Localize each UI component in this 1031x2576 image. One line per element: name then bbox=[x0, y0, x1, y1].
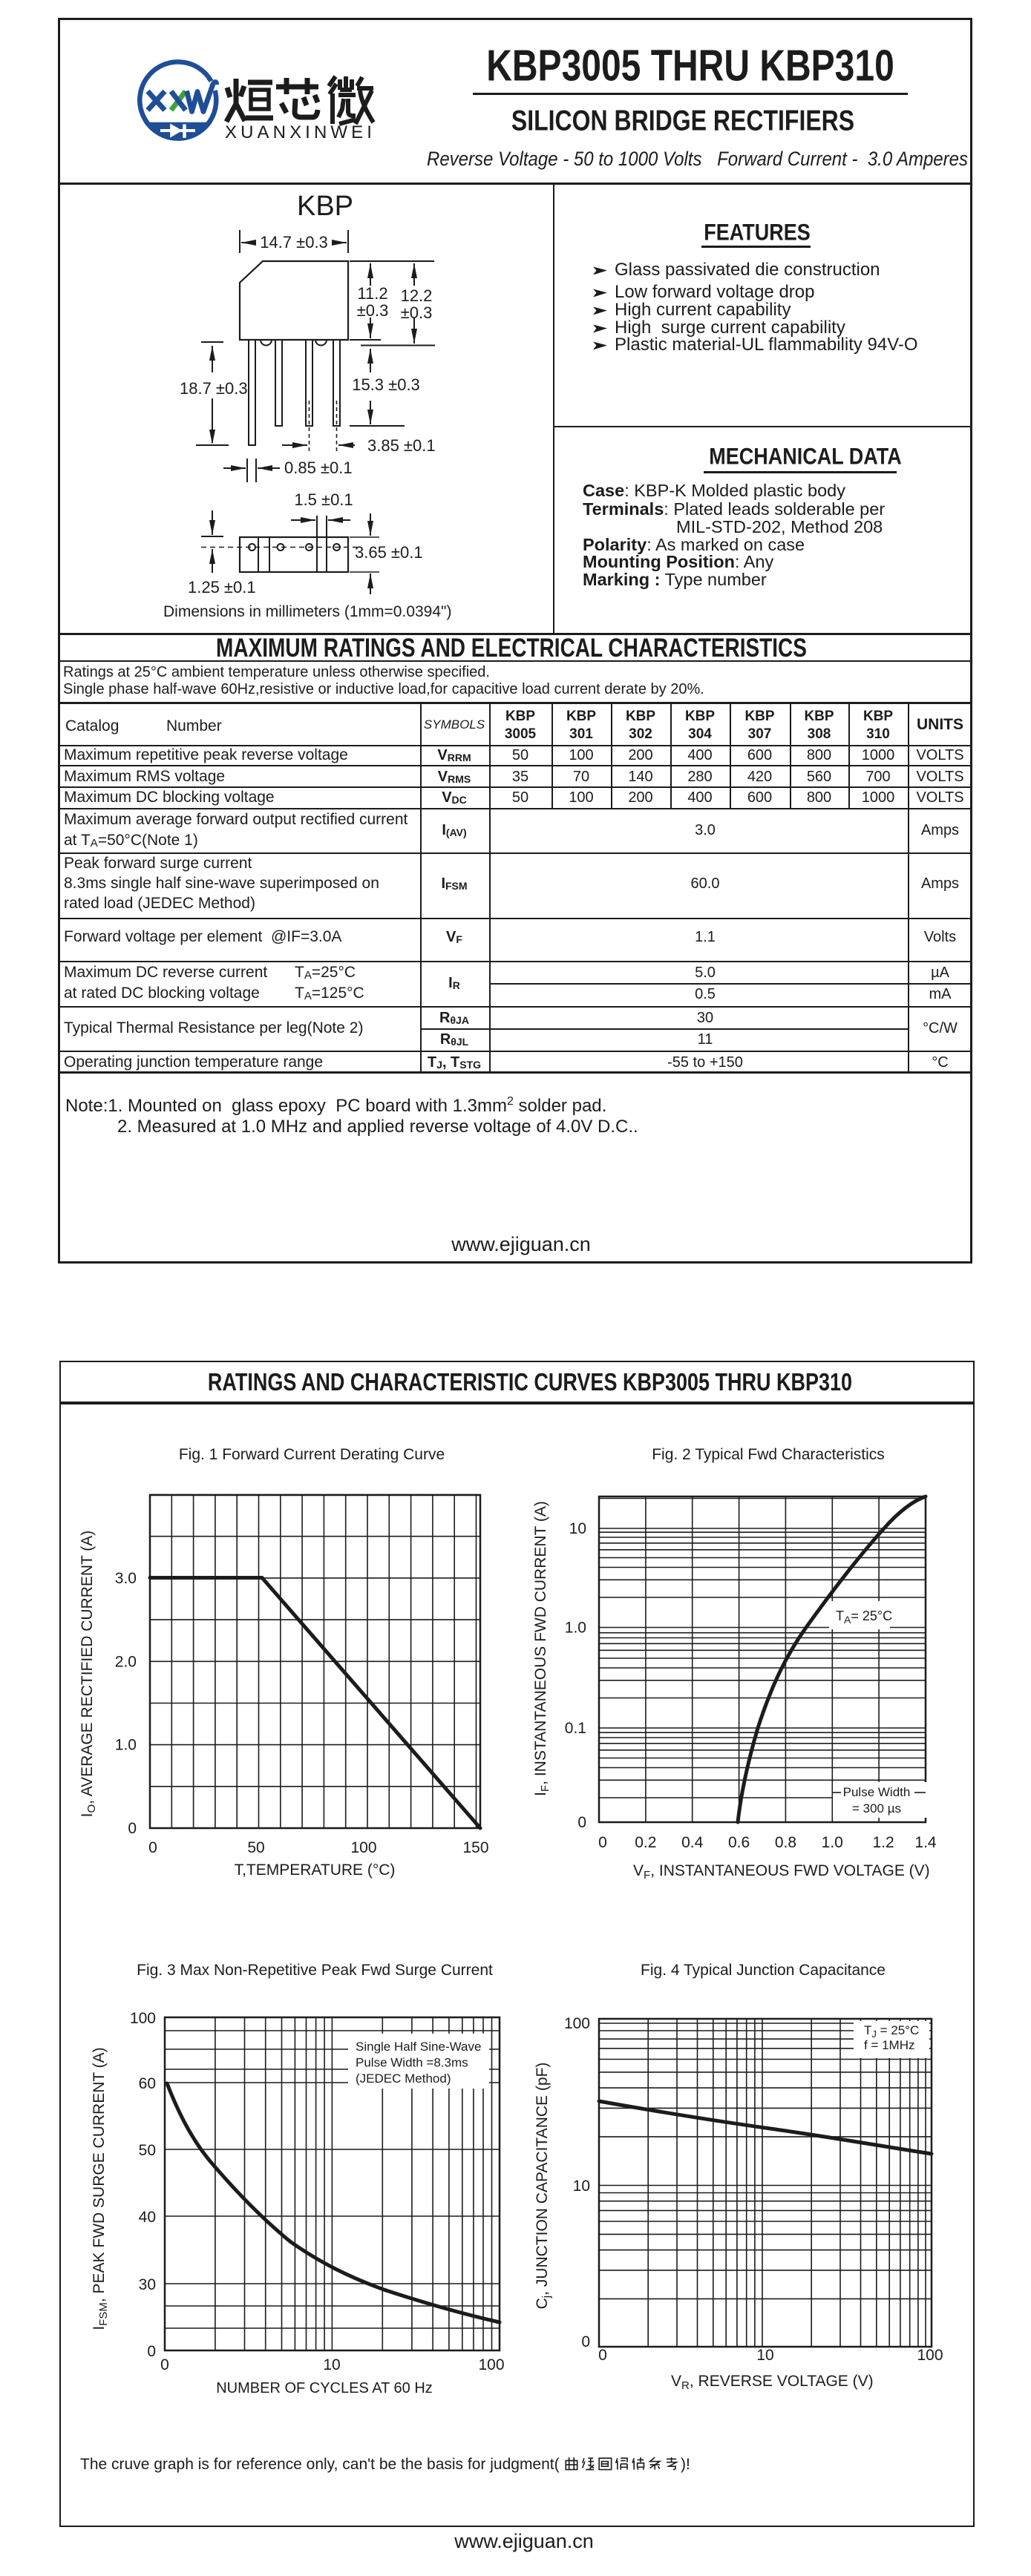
svg-text:Pulse Width: Pulse Width bbox=[843, 1785, 911, 1799]
svg-text:14.7 ±0.3: 14.7 ±0.3 bbox=[260, 233, 328, 252]
svg-text:0: 0 bbox=[598, 1834, 607, 1851]
svg-text:0: 0 bbox=[148, 1839, 157, 1856]
svg-text:0: 0 bbox=[128, 1820, 137, 1837]
svg-text:Fig. 2 Typical Fwd Characteri: Fig. 2 Typical Fwd Characteristics bbox=[652, 1446, 885, 1463]
svg-text:VR, REVERSE VOLTAGE (V): VR, REVERSE VOLTAGE (V) bbox=[671, 2373, 874, 2392]
svg-text:3.85 ±0.1: 3.85 ±0.1 bbox=[367, 436, 436, 455]
svg-text:100: 100 bbox=[478, 2356, 504, 2373]
svg-text:1.5 ±0.1: 1.5 ±0.1 bbox=[294, 490, 353, 509]
svg-text:1.2: 1.2 bbox=[873, 1834, 894, 1851]
svg-text:50: 50 bbox=[139, 2142, 156, 2159]
svg-text:100: 100 bbox=[917, 2347, 943, 2364]
svg-text:12.2: 12.2 bbox=[401, 286, 433, 305]
svg-text:10: 10 bbox=[573, 2178, 590, 2195]
svg-text:Pulse Width =8.3ms: Pulse Width =8.3ms bbox=[356, 2056, 468, 2070]
svg-text:IF, INSTANTANEOUS FWD CURRENT: IF, INSTANTANEOUS FWD CURRENT (A) bbox=[532, 1501, 551, 1796]
svg-text:0: 0 bbox=[147, 2343, 156, 2360]
svg-text:1.0: 1.0 bbox=[822, 1834, 843, 1851]
svg-text:150: 150 bbox=[462, 1839, 488, 1856]
svg-text:Fig. 1 Forward Current Deratin: Fig. 1 Forward Current Derating Curve bbox=[179, 1446, 445, 1463]
svg-text:0.8: 0.8 bbox=[775, 1834, 796, 1851]
svg-text:60: 60 bbox=[139, 2075, 156, 2092]
svg-text:(JEDEC Method): (JEDEC Method) bbox=[356, 2071, 451, 2086]
svg-text:3.65 ±0.1: 3.65 ±0.1 bbox=[355, 543, 423, 562]
svg-text:18.7 ±0.3: 18.7 ±0.3 bbox=[180, 379, 248, 398]
svg-text:10: 10 bbox=[756, 2347, 773, 2364]
svg-text:0.1: 0.1 bbox=[565, 1720, 586, 1737]
svg-text:100: 100 bbox=[350, 1839, 376, 1856]
svg-text:IFSM, PEAK FWD SURGE CURRENT: IFSM, PEAK FWD SURGE CURRENT (A) bbox=[91, 2047, 110, 2330]
svg-text:KBP: KBP bbox=[297, 191, 353, 222]
svg-text:= 300 µs: = 300 µs bbox=[852, 1801, 901, 1816]
svg-text:NUMBER OF CYCLES AT 60 Hz: NUMBER OF CYCLES AT 60 Hz bbox=[216, 2380, 433, 2396]
svg-text:10: 10 bbox=[323, 2356, 340, 2373]
svg-text:0: 0 bbox=[160, 2356, 169, 2373]
svg-text:±0.3: ±0.3 bbox=[357, 301, 389, 320]
svg-text:Cj, JUNCTION CAPACITANCE (pF): Cj, JUNCTION CAPACITANCE (pF) bbox=[534, 2063, 553, 2310]
svg-text:0.85 ±0.1: 0.85 ±0.1 bbox=[284, 459, 353, 477]
svg-text:1.25 ±0.1: 1.25 ±0.1 bbox=[188, 578, 256, 597]
svg-text:10: 10 bbox=[569, 1520, 586, 1537]
svg-text:100: 100 bbox=[564, 2015, 590, 2032]
svg-text:0.2: 0.2 bbox=[635, 1834, 656, 1851]
svg-text:VF, INSTANTANEOUS FWD VOLTAGE: VF, INSTANTANEOUS FWD VOLTAGE (V) bbox=[633, 1862, 930, 1882]
svg-text:15.3 ±0.3: 15.3 ±0.3 bbox=[352, 375, 420, 394]
svg-text:1.0: 1.0 bbox=[565, 1620, 586, 1637]
svg-text:30: 30 bbox=[139, 2276, 156, 2293]
svg-text:0.4: 0.4 bbox=[681, 1834, 704, 1851]
svg-text:T,TEMPERATURE (°C): T,TEMPERATURE (°C) bbox=[235, 1862, 396, 1879]
svg-text:2.0: 2.0 bbox=[115, 1653, 137, 1670]
svg-text:0: 0 bbox=[598, 2347, 607, 2364]
svg-text:±0.3: ±0.3 bbox=[401, 303, 433, 322]
svg-text:1.0: 1.0 bbox=[115, 1737, 137, 1754]
svg-text:f = 1MHz: f = 1MHz bbox=[864, 2038, 915, 2052]
svg-text:40: 40 bbox=[139, 2209, 156, 2226]
svg-text:Dimensions in millimeters (1mm: Dimensions in millimeters (1mm=0.0394") bbox=[163, 603, 452, 620]
svg-text:0: 0 bbox=[577, 1814, 586, 1831]
svg-text:TJ = 25°C: TJ = 25°C bbox=[864, 2023, 919, 2040]
svg-text:Single Half Sine-Wave: Single Half Sine-Wave bbox=[356, 2040, 481, 2054]
svg-text:Fig. 4 Typical Junction Capac: Fig. 4 Typical Junction Capacitance bbox=[641, 1962, 886, 1979]
svg-text:Fig. 3 Max Non-Repetitive Pea: Fig. 3 Max Non-Repetitive Peak Fwd Surge… bbox=[137, 1962, 493, 1979]
svg-text:IO, AVERAGE RECTIFIED CURRENT: IO, AVERAGE RECTIFIED CURRENT (A) bbox=[79, 1531, 98, 1818]
svg-text:3.0: 3.0 bbox=[115, 1570, 137, 1587]
svg-text:1.4: 1.4 bbox=[914, 1834, 937, 1851]
svg-text:11.2: 11.2 bbox=[357, 284, 387, 303]
svg-text:0.6: 0.6 bbox=[728, 1834, 750, 1851]
svg-text:50: 50 bbox=[247, 1839, 264, 1856]
svg-text:100: 100 bbox=[130, 2010, 156, 2027]
svg-text:0: 0 bbox=[581, 2333, 590, 2350]
